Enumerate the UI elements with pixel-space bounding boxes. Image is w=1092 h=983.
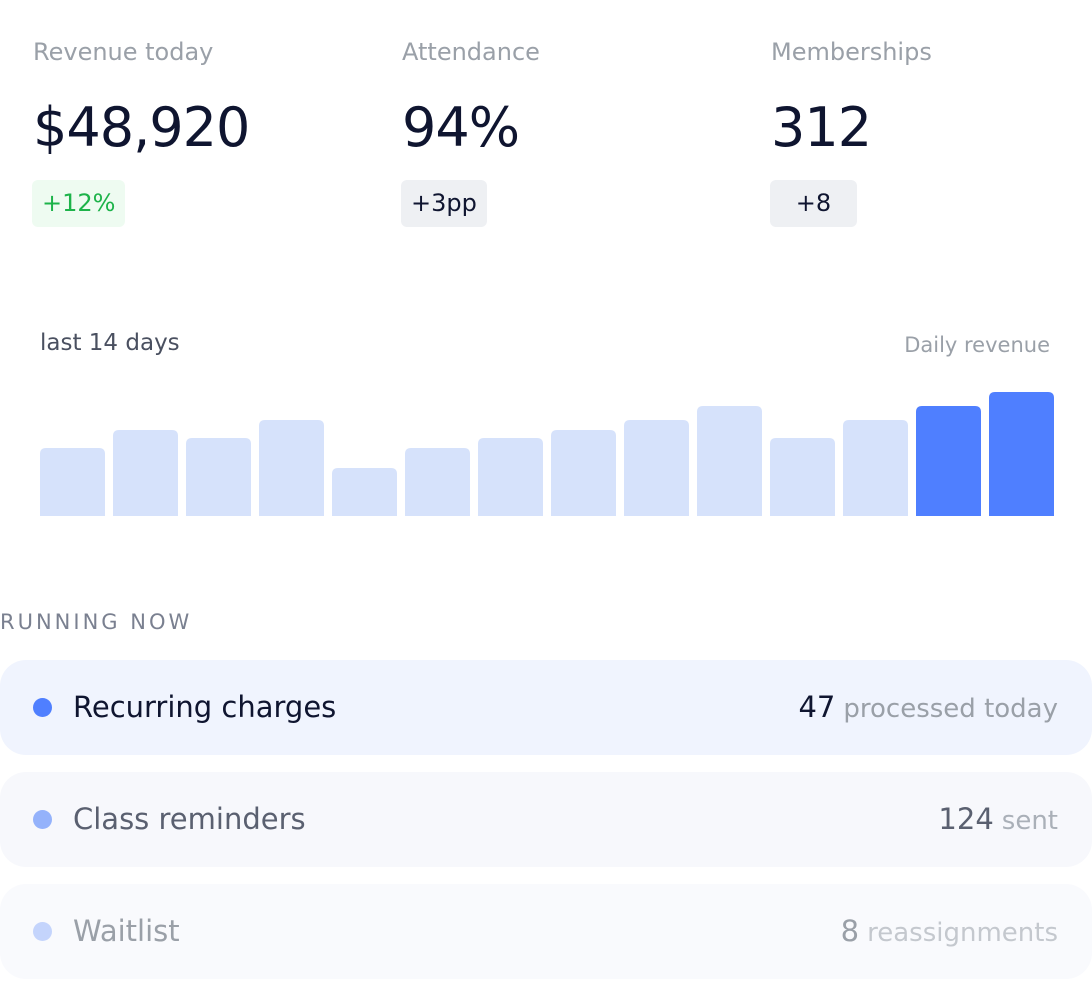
bar <box>40 448 105 516</box>
kpi-delta: +8 <box>770 180 857 227</box>
job-stat: 47 processed today <box>798 660 1058 759</box>
chart-title: last 14 days <box>40 330 180 356</box>
job-count: 124 <box>938 802 994 836</box>
job-unit: processed today <box>843 694 1058 724</box>
job-row[interactable]: Class reminders 124 sent <box>0 772 1092 867</box>
job-name: Class reminders <box>73 802 306 836</box>
job-count: 8 <box>840 914 860 948</box>
bar <box>478 438 543 516</box>
job-unit: reassignments <box>867 918 1058 948</box>
job-stat: 8 reassignments <box>841 884 1058 983</box>
bar <box>186 438 251 516</box>
kpi-label: Revenue today <box>33 38 214 66</box>
bar <box>770 438 835 516</box>
section-heading: RUNNING NOW <box>0 610 193 634</box>
bar <box>259 420 324 516</box>
chart <box>40 392 1054 516</box>
job-row[interactable]: Waitlist 8 reassignments <box>0 884 1092 979</box>
job-unit: sent <box>1001 806 1058 836</box>
job-count: 47 <box>798 690 836 724</box>
job-name: Waitlist <box>73 914 180 948</box>
bar <box>916 406 981 516</box>
bar <box>113 430 178 516</box>
kpi-label: Attendance <box>402 38 540 66</box>
status-dot <box>33 810 52 829</box>
chart-subtitle: Daily revenue <box>904 333 1050 357</box>
bar <box>843 420 908 516</box>
bar <box>405 448 470 516</box>
kpi-value: $48,920 <box>33 96 250 159</box>
job-name: Recurring charges <box>73 690 337 724</box>
bar <box>332 468 397 516</box>
bar <box>697 406 762 516</box>
status-dot <box>33 922 52 941</box>
bar <box>624 420 689 516</box>
kpi-label: Memberships <box>771 38 932 66</box>
kpi-delta: +12% <box>32 180 126 227</box>
job-stat: 124 sent <box>938 772 1058 871</box>
bar <box>551 430 616 516</box>
kpi-value: 312 <box>771 96 872 159</box>
bar <box>989 392 1054 516</box>
job-row[interactable]: Recurring charges 47 processed today <box>0 660 1092 755</box>
status-dot <box>33 698 52 717</box>
kpi-value: 94% <box>402 96 520 159</box>
kpi-delta: +3pp <box>401 180 487 227</box>
